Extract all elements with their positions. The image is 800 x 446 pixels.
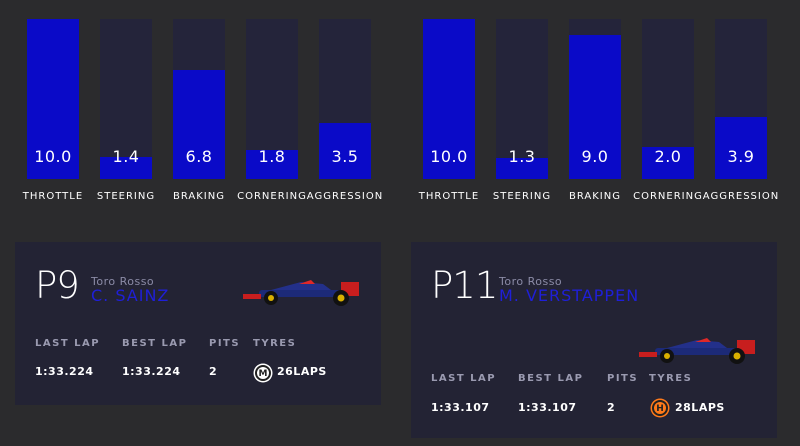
aggression-label: AGGRESSION [702,191,780,202]
pit-count: 2 [607,401,616,414]
aggression-value: 3.9 [727,147,755,166]
cornering-label: CORNERING [237,191,307,202]
cornering-bar-fill [642,147,694,179]
team-name: Toro Rosso [91,275,155,288]
best-lap-time: 1:33.107 [518,401,577,414]
best-lap-time: 1:33.224 [122,365,181,378]
pits-header: PITS [209,338,241,349]
pit-count: 2 [209,365,218,378]
race-position: P9 [35,264,80,307]
steering-bar: 1.4 [100,19,152,179]
last-lap-time: 1:33.224 [35,365,94,378]
braking-bar: 6.8 [173,19,225,179]
steering-bar: 1.3 [496,19,548,179]
last-lap-header: LAST LAP [35,338,101,349]
cornering-value: 1.8 [258,147,286,166]
cornering-label: CORNERING [633,191,703,202]
braking-label: BRAKING [569,191,621,202]
braking-value: 6.8 [185,147,213,166]
medium-tyre-icon: M [255,365,271,381]
race-position: P11 [431,264,498,307]
driver-name: C. SAINZ [91,286,170,305]
f1-car-icon [243,280,359,306]
throttle-value: 10.0 [430,147,468,166]
braking-bar-fill [173,70,225,179]
right-driver-stats-panel: 10.0 THROTTLE 1.3 STEERING 9.0 BRAKING 2… [411,0,781,210]
cornering-bar: 2.0 [642,19,694,179]
steering-value: 1.3 [508,147,536,166]
cornering-value: 2.0 [654,147,682,166]
cornering-bar: 1.8 [246,19,298,179]
pits-header: PITS [607,373,639,384]
tyres-header: TYRES [649,373,693,384]
last-lap-header: LAST LAP [431,373,497,384]
cornering-bar-fill [246,150,298,179]
throttle-label: THROTTLE [418,191,480,202]
tyre-laps: 26LAPS [277,365,327,378]
braking-value: 9.0 [581,147,609,166]
throttle-bar-fill [27,19,79,179]
throttle-bar: 10.0 [27,19,79,179]
braking-bar: 9.0 [569,19,621,179]
tyre-laps: 28LAPS [675,401,725,414]
braking-label: BRAKING [173,191,225,202]
hard-tyre-icon: H [652,400,668,416]
throttle-value: 10.0 [34,147,72,166]
aggression-bar-fill [319,123,371,179]
steering-value: 1.4 [112,147,140,166]
tyres-header: TYRES [253,338,297,349]
aggression-bar: 3.5 [319,19,371,179]
left-driver-stats-panel: 10.0 THROTTLE 1.4 STEERING 6.8 BRAKING 1… [15,0,385,210]
best-lap-header: BEST LAP [122,338,188,349]
driver-name: M. VERSTAPPEN [499,286,640,305]
steering-bar-fill [496,158,548,179]
steering-label: STEERING [96,191,156,202]
steering-label: STEERING [492,191,552,202]
team-name: Toro Rosso [499,275,563,288]
braking-bar-fill [569,35,621,179]
throttle-bar: 10.0 [423,19,475,179]
last-lap-time: 1:33.107 [431,401,490,414]
throttle-label: THROTTLE [22,191,84,202]
steering-bar-fill [100,156,152,179]
best-lap-header: BEST LAP [518,373,584,384]
f1-car-icon [639,338,755,364]
aggression-value: 3.5 [331,147,359,166]
right-driver-card[interactable]: P11 Toro Rosso M. VERSTAPPEN LAST LAP BE… [411,242,777,438]
aggression-label: AGGRESSION [306,191,384,202]
left-driver-card[interactable]: P9 Toro Rosso C. SAINZ LAST LAP BEST LAP… [15,242,381,405]
aggression-bar-fill [715,116,767,179]
throttle-bar-fill [423,19,475,179]
aggression-bar: 3.9 [715,19,767,179]
